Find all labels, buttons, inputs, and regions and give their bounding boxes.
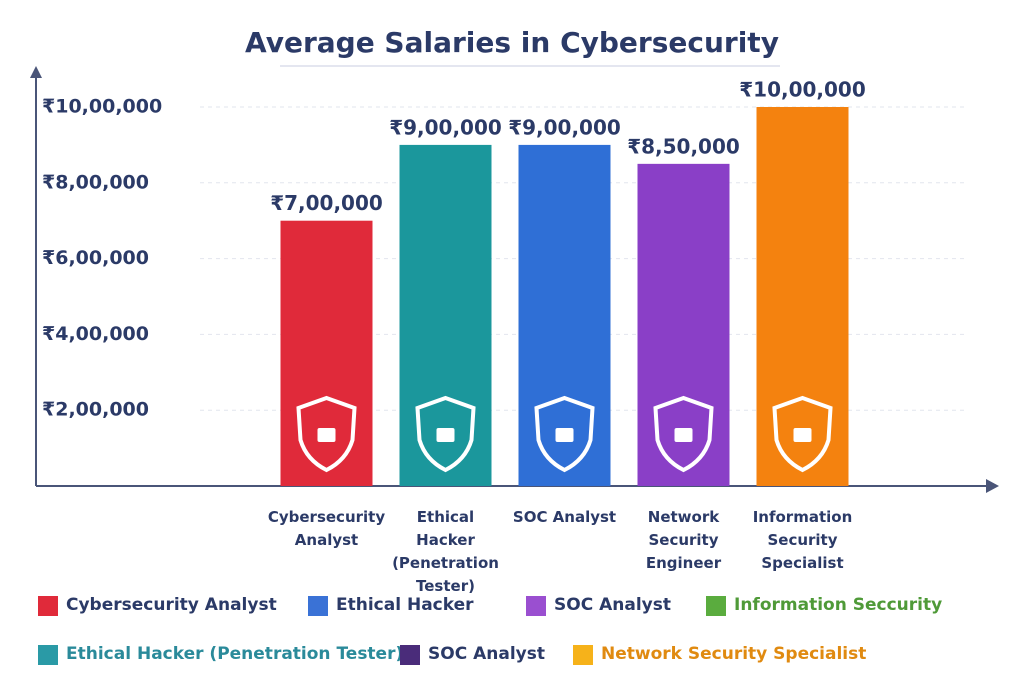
legend-swatch <box>308 596 328 616</box>
x-tick-label: SOC Analyst <box>512 508 617 526</box>
value-label: ₹9,00,000 <box>389 115 502 139</box>
bar-icon <box>296 395 357 473</box>
bar-icon <box>555 428 574 442</box>
legend-swatch <box>38 596 58 616</box>
x-tick-label: Ethical Hacker (Penetration Tester) <box>392 508 499 595</box>
bar-icon <box>674 428 693 442</box>
x-axis-arrow <box>986 479 999 493</box>
legend-swatch <box>526 596 546 616</box>
legend-label: Information Seccurity <box>734 595 943 615</box>
legend-label: SOC Analyst <box>554 595 671 615</box>
legend-swatch <box>400 645 420 665</box>
y-tick-label: ₹2,00,000 <box>42 399 149 421</box>
legend-swatch <box>38 645 58 665</box>
bar-icon <box>793 428 812 442</box>
legend-label: Ethical Hacker <box>336 595 474 615</box>
legend-label: SOC Analyst <box>428 644 545 664</box>
value-label: ₹9,00,000 <box>508 115 621 139</box>
y-tick-label: ₹6,00,000 <box>42 247 149 269</box>
bar-icon <box>653 395 714 473</box>
legend-swatch <box>573 645 593 665</box>
legend-label: Network Security Specialist <box>601 644 867 664</box>
value-label: ₹7,00,000 <box>270 191 383 215</box>
value-label: ₹10,00,000 <box>739 78 866 102</box>
value-label: ₹8,50,000 <box>627 134 740 158</box>
legend-label: Cybersecurity Analyst <box>66 595 277 615</box>
legend-swatch <box>706 596 726 616</box>
y-axis-arrow <box>30 66 42 78</box>
x-tick-label: Information Security Specialist <box>752 508 853 572</box>
legend-label: Ethical Hacker (Penetration Tester) <box>66 644 404 664</box>
y-tick-label: ₹10,00,000 <box>42 96 162 118</box>
x-tick-label: Cybersecurity Analyst <box>267 508 386 549</box>
bar-icon <box>317 428 336 442</box>
bar-icon <box>436 428 455 442</box>
bar-icon <box>534 395 595 473</box>
chart-title: Average Salaries in Cybersecurity <box>245 26 779 59</box>
y-tick-label: ₹4,00,000 <box>42 323 149 345</box>
y-tick-label: ₹8,00,000 <box>42 171 149 193</box>
bar <box>280 220 373 486</box>
x-tick-label: Network Security Engineer <box>645 508 722 572</box>
bar-icon <box>415 395 476 473</box>
bar-icon <box>772 395 833 473</box>
bar <box>756 107 849 486</box>
